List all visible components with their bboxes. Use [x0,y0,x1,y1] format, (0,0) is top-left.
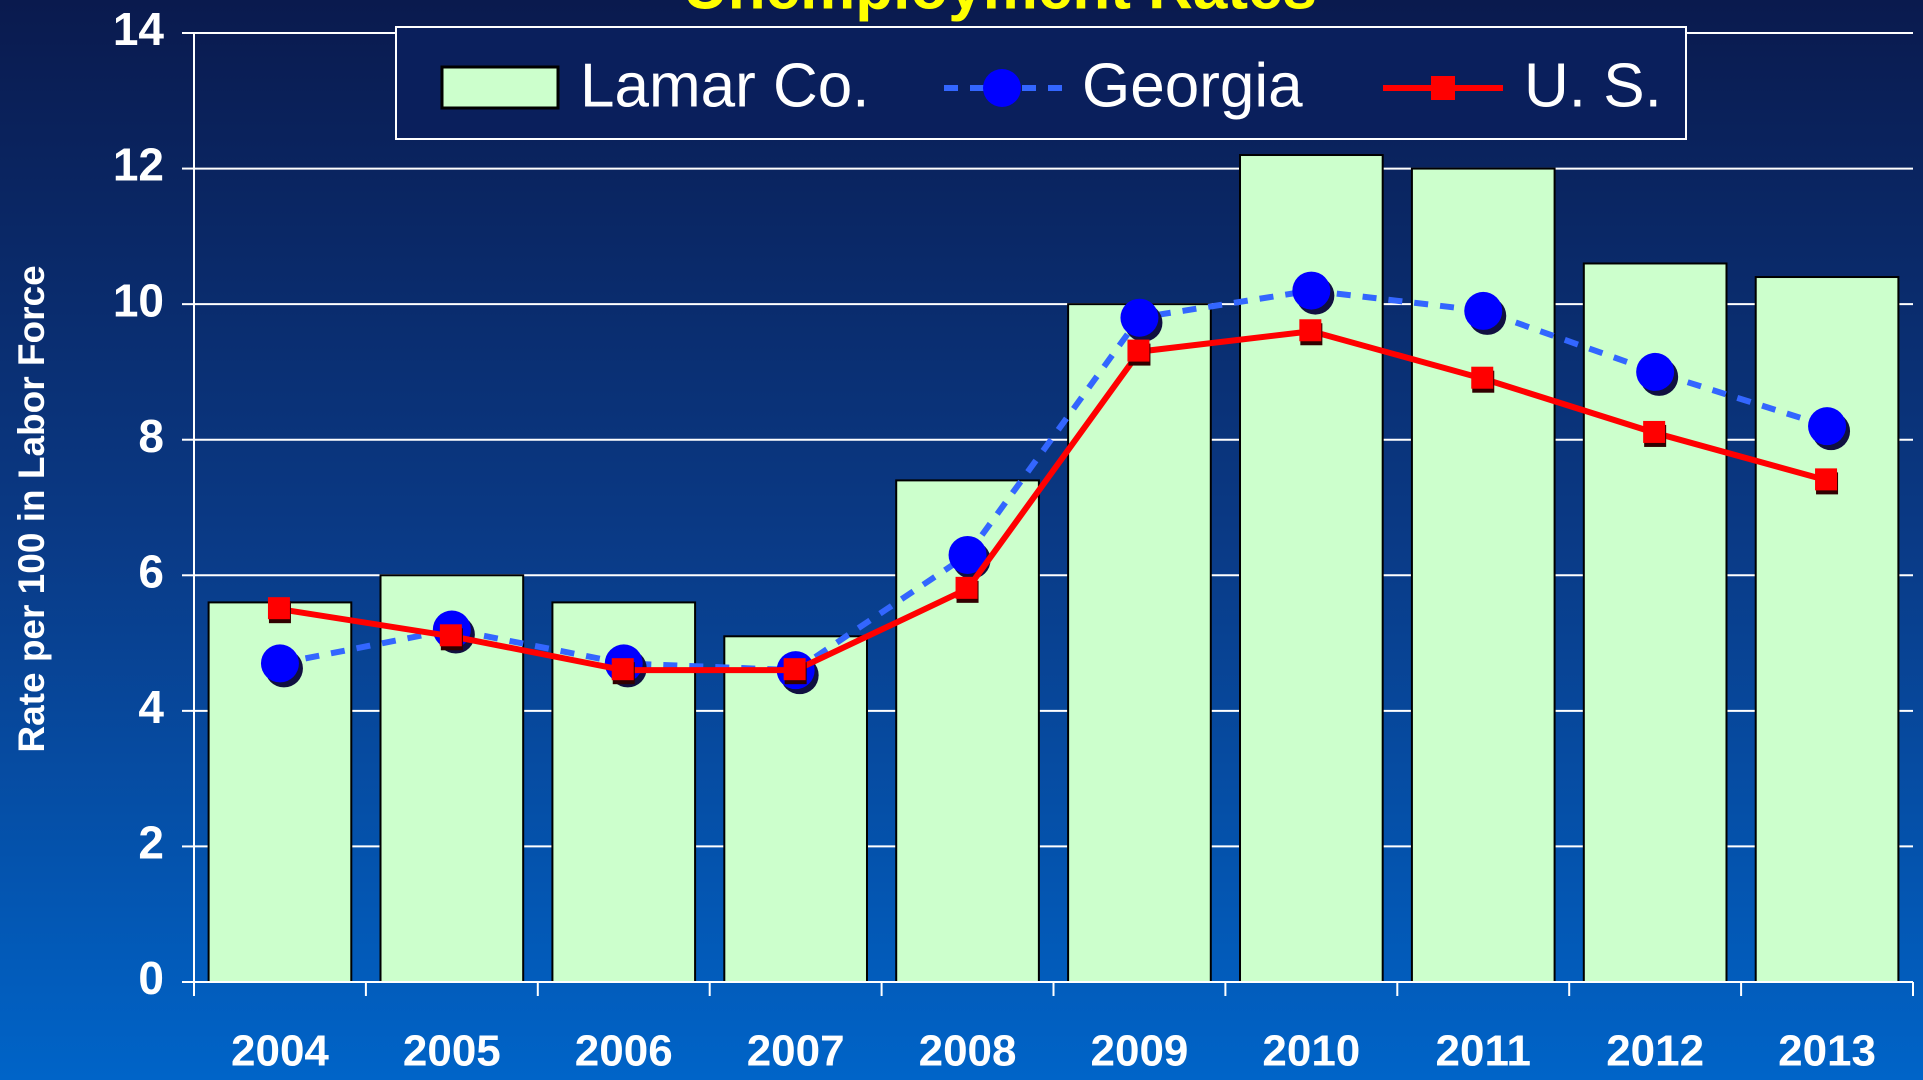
y-tick-label: 8 [138,410,164,462]
marker [611,658,634,681]
y-tick-label: 4 [138,681,164,733]
x-tick-label: 2011 [1436,1027,1531,1076]
marker [948,535,987,574]
marker [1643,420,1666,443]
y-tick-label: 2 [138,817,164,869]
legend-label: U. S. [1524,51,1662,120]
bar [1754,276,1900,983]
x-tick-label: 2007 [747,1027,845,1076]
marker [783,658,806,681]
legend-marker [1431,76,1455,100]
x-tick-label: 2009 [1091,1027,1189,1076]
y-tick-label: 12 [113,139,164,191]
legend-marker [983,69,1021,107]
line [279,287,1828,674]
line [279,328,1828,674]
marker [1299,319,1322,342]
legend-label: Georgia [1082,51,1303,120]
marker [1636,352,1675,391]
legend-box [395,26,1687,140]
x-tick-label: 2008 [919,1027,1017,1076]
x-tick-label: 2012 [1606,1027,1704,1076]
bar [1410,167,1556,984]
y-tick-label: 6 [138,545,164,597]
y-tick-label: 0 [138,952,164,1004]
marker [1815,468,1838,491]
x-tick-label: 2006 [575,1027,673,1076]
marker [260,644,299,683]
y-tick-label: 14 [113,3,165,55]
y-axis-label: Rate per 100 in Labor Force [11,265,52,752]
legend-swatch [440,65,560,110]
y-tick-label: 10 [113,274,164,326]
x-tick-label: 2004 [231,1027,329,1076]
legend-label: Lamar Co. [580,51,869,120]
bar [723,635,868,983]
x-tick-label: 2013 [1778,1027,1876,1076]
marker [1127,339,1150,362]
marker [955,576,978,599]
marker [1120,298,1159,337]
marker [1808,407,1847,446]
marker [1292,271,1331,310]
x-tick-label: 2005 [403,1027,501,1076]
x-tick-label: 2010 [1262,1027,1360,1076]
marker [267,597,290,620]
chart-title: Unemployment Rates [683,0,1317,22]
marker [1471,366,1494,389]
marker [1464,291,1503,330]
marker [439,624,462,647]
bar [1067,303,1212,983]
